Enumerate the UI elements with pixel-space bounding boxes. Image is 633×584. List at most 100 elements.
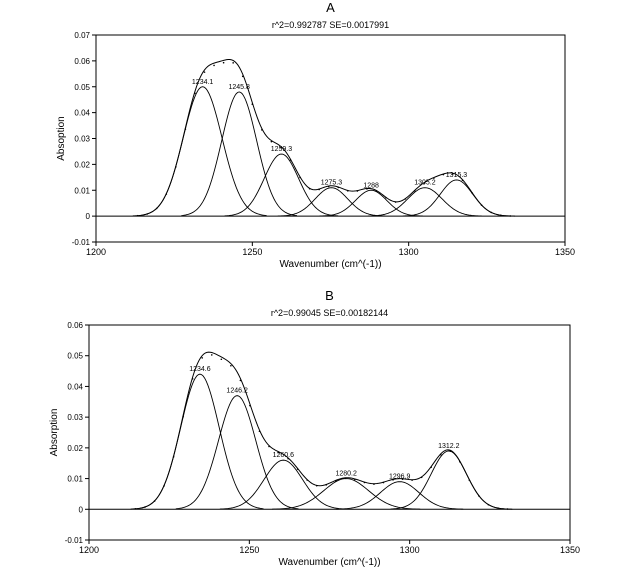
panel-A: Ar^2=0.992787 SE=0.0017991 -0.01 0 0.01 0.02…: [56, 0, 575, 270]
data-point: [363, 481, 366, 484]
data-point: [404, 198, 406, 200]
data-point: [468, 479, 471, 481]
x-tick-label: 1350: [555, 247, 575, 257]
data-point: [299, 176, 301, 179]
data-point: [354, 478, 356, 481]
data-point: [509, 215, 512, 217]
data-point: [182, 415, 184, 418]
y-tick-label: 0.07: [74, 31, 90, 40]
y-tick-label: 0.01: [74, 186, 90, 195]
data-point: [136, 214, 139, 217]
data-point: [222, 61, 225, 64]
data-point: [375, 190, 378, 192]
data-point: [287, 457, 289, 460]
data-point: [144, 506, 146, 508]
peak-label: 1246.2: [226, 388, 248, 395]
data-point: [347, 190, 349, 192]
data-point: [251, 103, 254, 105]
peak-label: 1315.3: [446, 172, 468, 179]
peak-label: 1234.1: [192, 79, 214, 86]
x-tick-label: 1200: [86, 247, 106, 257]
y-tick-label: 0.02: [67, 444, 83, 453]
peak-label: 1234.6: [189, 366, 211, 373]
data-point: [280, 146, 282, 149]
y-tick-label: 0.06: [67, 321, 83, 330]
data-point: [165, 193, 168, 195]
data-point: [296, 468, 299, 470]
data-point: [175, 166, 177, 168]
data-point: [334, 480, 337, 482]
data-point: [146, 213, 148, 215]
data-point: [497, 507, 499, 509]
peak-curve: [219, 459, 347, 510]
data-point: [194, 92, 196, 95]
data-point: [163, 485, 165, 487]
data-point: [155, 207, 158, 210]
y-tick-label: 0.05: [74, 83, 90, 92]
peak-label: 1280.2: [335, 471, 357, 478]
peak-curve: [181, 91, 298, 217]
y-tick-label: 0.04: [74, 109, 90, 118]
peak-label: 1288: [363, 182, 379, 189]
data-point: [487, 503, 490, 506]
data-point: [220, 358, 223, 361]
chart-title: r^2=0.99045 SE=0.00182144: [271, 308, 388, 318]
data-point: [153, 500, 156, 502]
data-point: [184, 128, 187, 130]
plot-frame: [95, 34, 566, 243]
sum-curve: [130, 351, 513, 510]
peak-curve: [175, 395, 299, 510]
data-point: [308, 187, 311, 190]
data-point: [433, 177, 435, 179]
x-axis-label: Wavenumber (cm^(-1)): [279, 259, 381, 270]
peak-label: 1275.3: [321, 180, 343, 187]
data-point: [452, 173, 454, 175]
data-point: [394, 201, 397, 203]
x-tick-label: 1350: [560, 545, 580, 555]
x-tick-label: 1300: [400, 545, 420, 555]
data-point: [499, 214, 502, 217]
y-tick-label: 0: [79, 505, 84, 514]
data-point: [480, 204, 483, 206]
sum-curve: [132, 58, 516, 217]
data-point: [356, 190, 359, 192]
data-point: [249, 404, 251, 407]
data-point: [461, 179, 464, 181]
data-point: [172, 455, 175, 458]
peak-label: 1260.6: [273, 452, 295, 459]
data-point: [366, 188, 368, 190]
peak-curve: [277, 187, 386, 217]
data-point: [232, 62, 234, 64]
data-point: [471, 192, 473, 194]
y-tick-label: 0.02: [74, 160, 90, 169]
data-point: [449, 450, 452, 452]
data-point: [430, 466, 432, 468]
data-point: [373, 483, 375, 485]
data-point: [315, 484, 318, 487]
data-point: [213, 64, 215, 67]
peak-curve: [319, 189, 423, 217]
data-point: [241, 75, 244, 78]
peak-label: 1312.2: [438, 443, 460, 450]
data-point: [344, 477, 347, 480]
x-tick-label: 1300: [399, 247, 419, 257]
data-point: [230, 364, 232, 367]
data-point: [191, 378, 194, 380]
y-tick-label: 0.03: [74, 135, 90, 144]
peak-curve: [272, 478, 421, 510]
data-point: [201, 357, 204, 359]
peak-curve: [368, 187, 482, 217]
y-tick-label: 0.04: [67, 382, 83, 391]
y-tick-label: 0.05: [67, 352, 83, 361]
data-point: [478, 495, 480, 497]
x-tick-label: 1250: [239, 545, 259, 555]
data-point: [413, 189, 416, 192]
data-point: [382, 481, 385, 484]
y-tick-label: 0.06: [74, 57, 90, 66]
data-point: [268, 445, 270, 448]
data-point: [385, 196, 387, 199]
data-point: [459, 460, 461, 463]
data-point: [337, 186, 340, 189]
